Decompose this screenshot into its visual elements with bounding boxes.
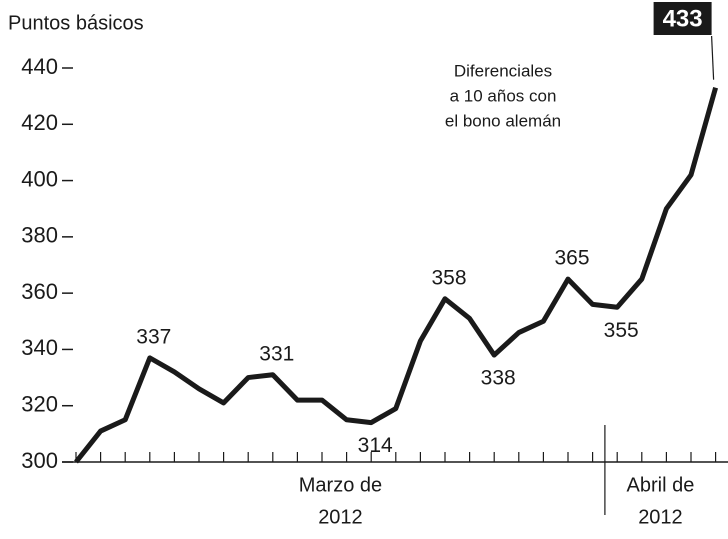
y-axis-label: Puntos básicos <box>8 12 144 34</box>
data-label: 337 <box>136 325 171 348</box>
label-box <box>653 2 712 35</box>
y-tick-label: 400 <box>21 166 58 191</box>
data-label: 314 <box>358 434 393 457</box>
x-group-label: Marzo de <box>299 474 382 496</box>
data-label: 433 <box>663 5 703 32</box>
data-label: 331 <box>259 342 294 365</box>
data-label: 365 <box>554 247 589 270</box>
x-group-label: 2012 <box>318 506 363 528</box>
annotation: el bono alemán <box>445 111 561 130</box>
y-tick-label: 300 <box>21 448 58 473</box>
y-tick-label: 380 <box>21 223 58 248</box>
annotation: Diferenciales <box>454 61 552 80</box>
x-group-label: Abril de <box>627 474 695 496</box>
y-tick-label: 420 <box>21 110 58 135</box>
y-tick-label: 360 <box>21 279 58 304</box>
y-tick-label: 440 <box>21 54 58 79</box>
line <box>74 87 719 464</box>
data-label: 358 <box>431 266 466 289</box>
x-group-label: 2012 <box>638 506 683 528</box>
data-label: 338 <box>481 367 516 390</box>
label-leader <box>711 35 715 80</box>
y-tick-label: 320 <box>21 392 58 417</box>
annotation: a 10 años con <box>450 86 557 105</box>
data-label: 355 <box>604 319 639 342</box>
y-tick-label: 340 <box>21 335 58 360</box>
